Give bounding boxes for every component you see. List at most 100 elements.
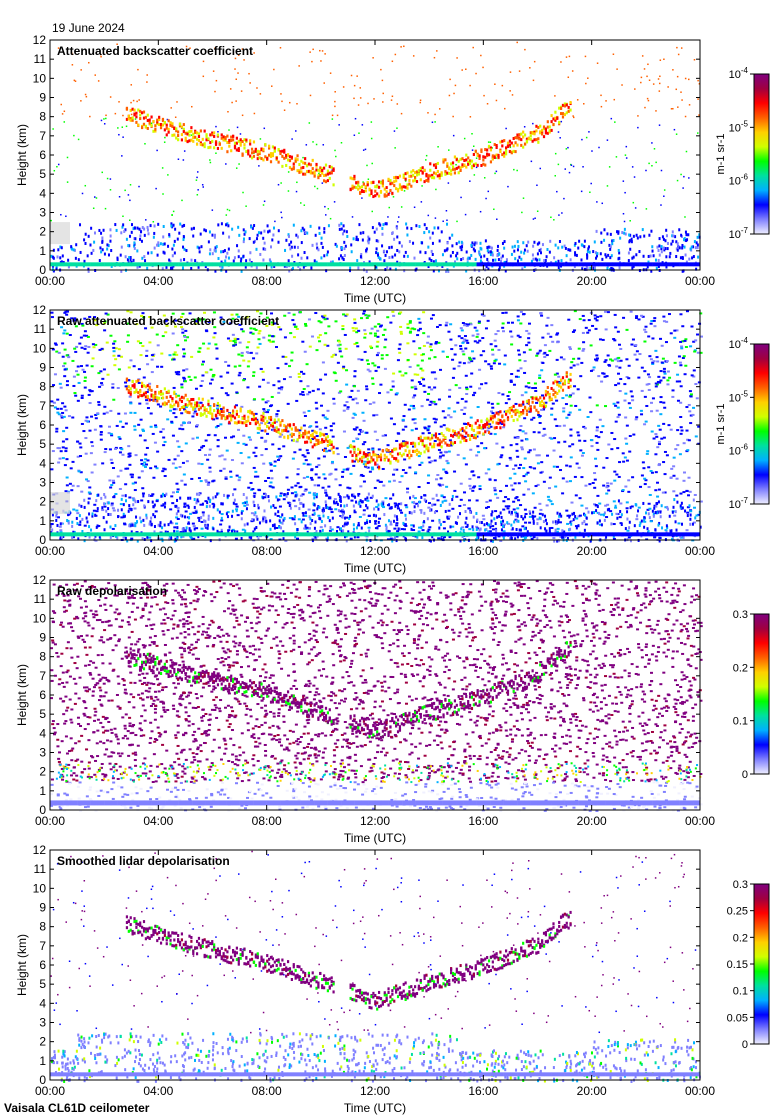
cell: [435, 166, 437, 169]
cell: [557, 441, 560, 443]
cell: [539, 131, 541, 134]
cell: [198, 347, 201, 349]
cell: [543, 481, 546, 483]
colorbar-tick-label: 10-5: [729, 119, 749, 134]
cell: [345, 369, 348, 371]
cell: [393, 184, 395, 187]
cell: [382, 485, 385, 487]
cell: [484, 177, 486, 179]
cell: [614, 314, 617, 316]
cell: [57, 248, 59, 251]
cell: [164, 141, 166, 143]
cell: [175, 523, 178, 525]
cell: [505, 485, 508, 487]
cell: [570, 361, 573, 363]
cell: [134, 226, 136, 229]
cell: [400, 512, 403, 514]
cell: [367, 103, 369, 105]
cell: [198, 132, 200, 135]
cell: [101, 348, 104, 350]
cell: [57, 262, 64, 266]
cell: [550, 408, 553, 410]
cell: [456, 242, 458, 245]
cell: [230, 149, 232, 152]
cell: [448, 451, 451, 453]
cell: [162, 193, 164, 195]
cell: [270, 245, 272, 248]
cell: [529, 349, 532, 351]
cell: [57, 462, 60, 464]
cell: [489, 500, 492, 502]
cell: [654, 148, 656, 150]
cell: [589, 251, 591, 254]
cell: [138, 99, 140, 101]
cell: [458, 505, 461, 507]
cell: [211, 234, 213, 237]
cell: [524, 143, 526, 146]
cell: [658, 464, 661, 466]
y-tick-label: 2: [39, 225, 46, 239]
cell: [642, 228, 644, 231]
cell: [413, 394, 416, 396]
cell: [449, 339, 452, 341]
cell: [350, 243, 352, 246]
cell: [204, 145, 206, 148]
cell: [84, 377, 87, 379]
cell: [539, 472, 542, 474]
cell: [583, 319, 586, 321]
cell: [461, 342, 464, 344]
cell: [264, 441, 267, 443]
cell: [624, 228, 626, 231]
cell: [56, 412, 59, 414]
cell: [243, 59, 245, 61]
cell: [166, 124, 168, 127]
cell: [499, 490, 502, 492]
cell: [613, 53, 615, 55]
cell: [476, 157, 478, 159]
cell: [395, 176, 397, 179]
cell: [57, 516, 60, 518]
cell: [565, 168, 567, 170]
cell: [517, 499, 520, 501]
cell: [371, 467, 374, 469]
cell: [414, 179, 416, 182]
cell: [511, 253, 513, 256]
cell: [360, 359, 363, 361]
cell: [345, 384, 348, 386]
cell: [128, 115, 130, 118]
cell: [314, 262, 321, 266]
cell: [246, 386, 249, 388]
cell: [513, 150, 515, 153]
cell: [462, 350, 465, 352]
cell: [434, 121, 436, 123]
cell: [294, 491, 297, 493]
cell: [190, 126, 192, 129]
cell: [496, 144, 498, 147]
cell: [463, 504, 466, 506]
cell: [613, 523, 616, 525]
cell: [250, 225, 252, 228]
cell: [240, 138, 242, 141]
cell: [695, 435, 698, 437]
cell: [135, 112, 137, 115]
cell: [646, 453, 649, 455]
cell: [602, 339, 605, 341]
cell: [529, 449, 532, 451]
cell: [58, 164, 60, 166]
cell: [262, 259, 264, 262]
cell: [181, 200, 183, 202]
cell: [240, 328, 243, 330]
cell: [420, 167, 422, 170]
cell: [144, 234, 146, 237]
cell: [141, 487, 144, 489]
cell: [179, 123, 181, 126]
cell: [655, 110, 657, 112]
cell: [477, 451, 480, 453]
cell: [82, 193, 84, 195]
cell: [267, 262, 274, 266]
cell: [176, 101, 178, 103]
x-tick-label: 20:00: [577, 274, 607, 288]
cell: [519, 425, 522, 427]
cell: [690, 248, 692, 251]
cell: [439, 174, 441, 177]
